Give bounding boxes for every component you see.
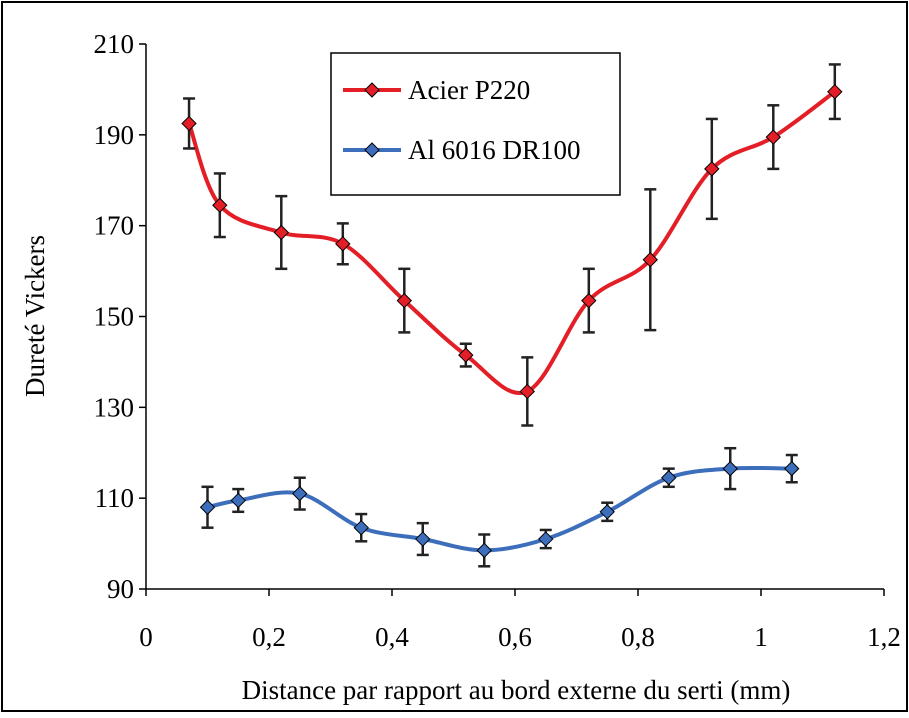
data-point-marker [476,542,492,559]
data-point-marker [581,292,597,309]
legend-label: Acier P220 [408,75,530,105]
x-axis-title: Distance par rapport au bord externe du … [242,675,791,705]
y-tick-label: 150 [94,302,135,332]
x-tick-label: 0 [139,622,153,652]
legend-swatch-marker [364,82,380,98]
y-tick-label: 90 [107,574,134,604]
data-point-marker [353,519,369,536]
data-point-marker [230,492,246,509]
data-point-marker [396,292,413,309]
legend-label: Al 6016 DR100 [408,135,581,165]
data-point-marker [415,531,431,547]
axes-group: 90 110 130 150 170 190 210 0 0,2 0,4 0,6 0,8 1 1,2 [94,29,901,652]
x-tick-label: 0,6 [498,622,532,652]
legend-swatch-marker [364,142,380,158]
y-tick-label: 110 [95,483,135,513]
data-point-marker [827,83,843,100]
data-point-marker [212,197,228,213]
y-tick-label: 210 [94,29,135,59]
data-point-marker [784,460,800,477]
y-tick-label: 130 [94,392,135,422]
data-point-marker [292,485,308,502]
y-tick-label: 170 [94,211,135,241]
data-point-marker [599,504,615,520]
series-2 [199,446,800,568]
x-tick-label: 0,8 [621,622,655,652]
data-point-marker [181,115,197,132]
data-point-marker [704,161,720,177]
data-point-marker [765,129,782,145]
data-point-marker [199,499,216,515]
data-point-marker [722,460,738,477]
legend-item-acier-p220: Acier P220 [343,75,530,105]
series-layer [181,63,843,568]
legend: Acier P220 Al 6016 DR100 [330,52,621,196]
data-point-marker [642,252,659,268]
data-point-marker [661,470,677,486]
series-1 [181,63,843,427]
data-point-marker [273,224,290,241]
x-tick-label: 1 [754,622,768,652]
data-point-marker [335,236,351,252]
y-axis-title: Dureté Vickers [20,235,50,397]
data-point-marker [458,347,474,363]
data-point-marker [538,531,554,547]
legend-item-al-6016-dr100: Al 6016 DR100 [343,135,581,165]
x-tick-label: 0,4 [375,622,409,652]
x-tick-label: 0,2 [252,622,286,652]
x-tick-label: 1,2 [867,622,901,652]
legend-box [330,52,621,196]
y-tick-label: 190 [94,120,135,150]
data-point-marker [519,383,536,400]
